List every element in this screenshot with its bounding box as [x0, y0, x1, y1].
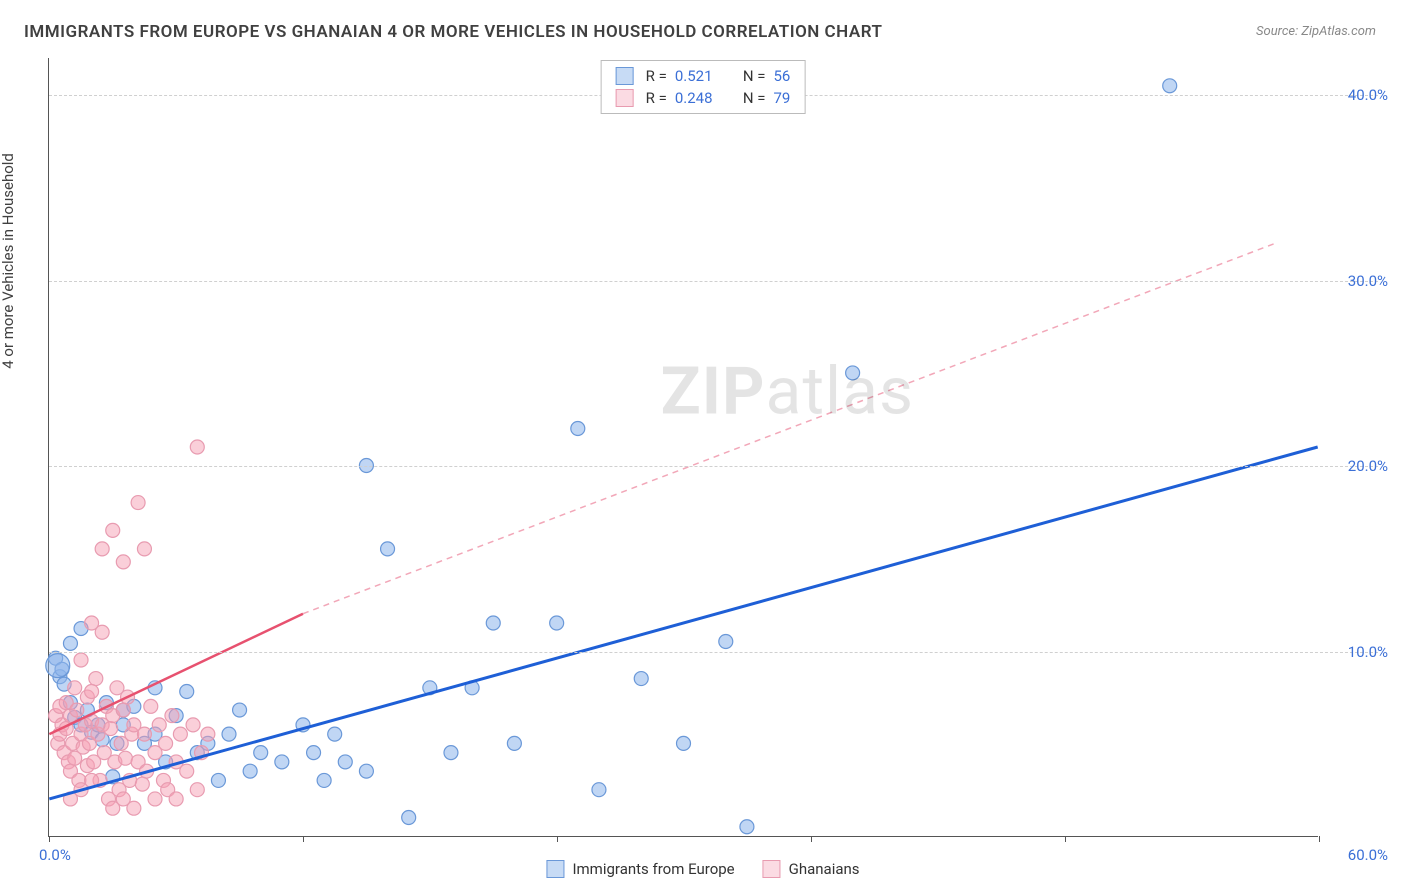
data-point [190, 783, 204, 797]
data-point [135, 777, 149, 791]
data-point [201, 727, 215, 741]
series-legend: Immigrants from Europe Ghanaians [546, 860, 859, 878]
data-point [137, 727, 151, 741]
legend-swatch [616, 89, 634, 107]
x-axis-origin-label: 0.0% [39, 846, 71, 864]
r-value: 0.248 [675, 89, 725, 107]
x-tick [1319, 836, 1320, 842]
r-label: R = [646, 89, 667, 107]
data-point [159, 736, 173, 750]
data-point [592, 783, 606, 797]
data-point [507, 736, 521, 750]
legend-swatch [546, 860, 564, 878]
data-point [116, 703, 130, 717]
data-point [148, 792, 162, 806]
data-point [233, 703, 247, 717]
data-point [677, 736, 691, 750]
x-tick [811, 836, 812, 842]
data-point [68, 681, 82, 695]
y-axis-label: 4 or more Vehicles in Household [0, 153, 17, 369]
data-point [211, 773, 225, 787]
data-point [254, 746, 268, 760]
source-attribution: Source: ZipAtlas.com [1256, 24, 1376, 39]
plot-area: 0.0% 60.0% 10.0%20.0%30.0%40.0% [48, 58, 1318, 837]
legend-item: Immigrants from Europe [546, 860, 734, 878]
x-tick [557, 836, 558, 842]
legend-swatch [763, 860, 781, 878]
correlation-legend: R = 0.521 N = 56 R = 0.248 N = 79 [601, 60, 806, 114]
y-tick-label: 40.0% [1348, 86, 1388, 104]
data-point [719, 635, 733, 649]
data-point [152, 718, 166, 732]
x-tick [303, 836, 304, 842]
n-label: N = [743, 67, 766, 85]
data-point [95, 542, 109, 556]
legend-row: R = 0.248 N = 79 [602, 87, 805, 109]
data-point [131, 496, 145, 510]
data-point [46, 654, 70, 678]
data-point [106, 523, 120, 537]
legend-swatch [616, 67, 634, 85]
n-value: 79 [773, 89, 790, 107]
n-value: 56 [773, 67, 790, 85]
gridline [49, 466, 1378, 467]
data-point [180, 685, 194, 699]
data-point [740, 820, 754, 834]
data-point [165, 709, 179, 723]
legend-label: Ghanaians [789, 860, 860, 878]
data-point [118, 751, 132, 765]
data-point [104, 722, 118, 736]
data-point [328, 727, 342, 741]
data-point [186, 718, 200, 732]
data-point [85, 685, 99, 699]
gridline [49, 652, 1378, 653]
trend-line-extrapolated [303, 243, 1275, 613]
data-point [137, 542, 151, 556]
data-point [116, 555, 130, 569]
legend-item: Ghanaians [763, 860, 860, 878]
legend-label: Immigrants from Europe [572, 860, 734, 878]
data-point [359, 764, 373, 778]
data-point [89, 672, 103, 686]
correlation-chart: IMMIGRANTS FROM EUROPE VS GHANAIAN 4 OR … [0, 0, 1406, 892]
scatter-svg [49, 58, 1318, 836]
data-point [444, 746, 458, 760]
data-point [144, 699, 158, 713]
data-point [307, 746, 321, 760]
legend-row: R = 0.521 N = 56 [602, 65, 805, 87]
data-point [74, 653, 88, 667]
data-point [275, 755, 289, 769]
x-tick [49, 836, 50, 842]
data-point [180, 764, 194, 778]
data-point [127, 801, 141, 815]
y-tick-label: 20.0% [1348, 457, 1388, 475]
data-point [550, 616, 564, 630]
data-point [190, 440, 204, 454]
data-point [402, 810, 416, 824]
gridline [49, 281, 1378, 282]
data-point [70, 703, 84, 717]
y-tick-label: 30.0% [1348, 272, 1388, 290]
data-point [63, 636, 77, 650]
data-point [846, 366, 860, 380]
chart-title: IMMIGRANTS FROM EUROPE VS GHANAIAN 4 OR … [24, 22, 882, 42]
data-point [1163, 79, 1177, 93]
n-label: N = [743, 89, 766, 107]
x-axis-max-label: 60.0% [1348, 846, 1388, 864]
data-point [169, 792, 183, 806]
data-point [634, 672, 648, 686]
data-point [338, 755, 352, 769]
y-tick-label: 10.0% [1348, 643, 1388, 661]
data-point [95, 625, 109, 639]
data-point [317, 773, 331, 787]
data-point [381, 542, 395, 556]
data-point [571, 421, 585, 435]
x-tick [1065, 836, 1066, 842]
data-point [486, 616, 500, 630]
data-point [243, 764, 257, 778]
r-value: 0.521 [675, 67, 725, 85]
r-label: R = [646, 67, 667, 85]
data-point [173, 727, 187, 741]
data-point [222, 727, 236, 741]
